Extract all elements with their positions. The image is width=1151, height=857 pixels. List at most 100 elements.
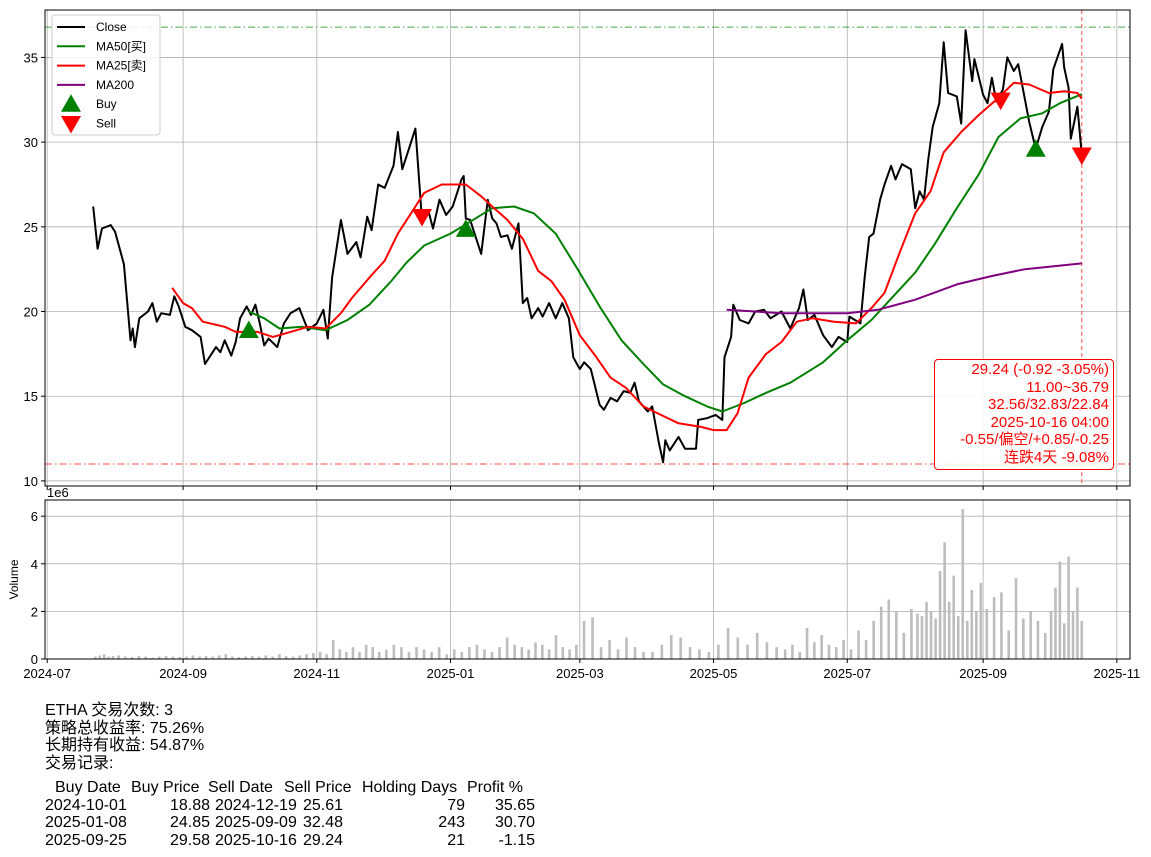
- volume-bar: [827, 644, 831, 659]
- price-axes-frame: [44, 9, 1131, 487]
- volume-axes-frame: [44, 499, 1131, 660]
- volume-bar: [582, 620, 586, 659]
- volume-bar: [642, 651, 645, 659]
- volume-bar: [755, 632, 759, 659]
- volume-bar: [813, 642, 816, 659]
- annotation-line: 11.00~36.79: [1026, 378, 1109, 396]
- volume-bar: [224, 654, 228, 659]
- x-tick-label: 2024-07: [23, 666, 71, 681]
- volume-bar: [975, 611, 978, 659]
- annotation-line: 2025-10-16 04:00: [990, 413, 1109, 431]
- buy-marker: [238, 320, 259, 338]
- volume-bar: [688, 647, 692, 659]
- volume-bar: [895, 611, 898, 659]
- cell-holding-days: 243: [438, 814, 465, 832]
- volume-bar: [392, 644, 396, 659]
- volume-bar: [947, 601, 951, 659]
- volume-bar: [925, 601, 928, 659]
- cell-sell-date: 2025-09-09: [215, 814, 297, 832]
- series-line-ma50: [248, 93, 1083, 413]
- volume-bar: [842, 639, 845, 659]
- volume-y-tick-label: 4: [31, 557, 38, 572]
- legend-label: MA200: [96, 78, 134, 92]
- volume-bar: [312, 653, 315, 659]
- volume-bar: [651, 651, 654, 659]
- volume-bar: [257, 656, 261, 659]
- volume-bar: [985, 609, 989, 659]
- volume-bar: [364, 644, 368, 659]
- volume-y-tick-label: 2: [31, 604, 38, 619]
- volume-bar: [345, 651, 348, 659]
- volume-bar: [422, 649, 426, 659]
- buy-marker: [455, 219, 476, 237]
- records-title: 交易记录:: [45, 755, 114, 773]
- x-tick-label: 2025-07: [823, 666, 871, 681]
- volume-bar: [534, 642, 537, 659]
- volume-bar: [775, 647, 778, 659]
- volume-bar: [887, 599, 891, 659]
- x-tick-label: 2025-01: [427, 666, 475, 681]
- volume-bar: [1043, 632, 1047, 659]
- legend-label: MA25[卖]: [96, 59, 146, 73]
- volume-bar: [250, 656, 254, 659]
- volume-bar: [178, 657, 181, 659]
- cell-buy-price: 18.88: [169, 796, 210, 814]
- cell-buy-date: 2025-01-08: [45, 814, 127, 832]
- header-sell-date: Sell Date: [208, 779, 273, 796]
- series-line-close: [92, 29, 1083, 464]
- volume-bar: [164, 656, 168, 659]
- volume-bar: [264, 655, 268, 659]
- price-y-tick-label: 25: [24, 220, 38, 235]
- price-y-tick-label: 20: [24, 305, 38, 320]
- header-buy-price: Buy Price: [131, 779, 200, 796]
- volume-bar: [608, 639, 611, 659]
- volume-bar: [1014, 578, 1018, 659]
- annotation-line: 连跌4天 -9.08%: [1003, 448, 1109, 466]
- volume-bar: [599, 647, 603, 659]
- volume-bar: [377, 651, 381, 659]
- volume-bar: [798, 651, 802, 659]
- legend-label: Close: [96, 20, 127, 34]
- buy-marker: [1025, 139, 1046, 157]
- volume-bar: [94, 656, 97, 659]
- volume-bar: [736, 637, 740, 659]
- volume-bar: [291, 656, 295, 659]
- header-sell-price: Sell Price: [284, 779, 352, 796]
- volume-bar: [554, 635, 558, 659]
- volume-bar: [117, 655, 120, 659]
- volume-bar: [717, 644, 720, 659]
- price-y-tick-label: 35: [24, 50, 38, 65]
- cell-buy-date: 2024-10-01: [45, 796, 127, 814]
- cell-sell-price: 25.61: [302, 796, 343, 814]
- volume-bar: [679, 637, 682, 659]
- volume-bar: [791, 644, 794, 659]
- volume-bar: [130, 657, 134, 659]
- legend-label: Buy: [96, 97, 117, 111]
- volume-bar: [98, 655, 102, 659]
- sell-marker: [412, 208, 433, 227]
- volume-bar: [513, 644, 516, 659]
- volume-bar: [185, 656, 188, 659]
- cell-profit: 30.70: [494, 814, 535, 832]
- volume-bar: [956, 616, 960, 659]
- price-y-tick-label: 15: [24, 389, 38, 404]
- header-holding-days: Holding Days: [362, 779, 458, 796]
- cell-buy-price: 24.85: [169, 814, 210, 832]
- volume-bar: [437, 647, 441, 659]
- volume-bar: [707, 651, 711, 659]
- x-tick-label: 2024-11: [293, 666, 340, 681]
- volume-bar: [191, 655, 195, 659]
- volume-bar: [965, 620, 969, 659]
- volume-bar: [1029, 611, 1032, 659]
- volume-bar: [284, 656, 288, 659]
- volume-bar: [460, 651, 464, 659]
- volume-bar: [107, 656, 110, 659]
- cell-sell-date: 2025-10-16: [215, 832, 297, 850]
- volume-bar: [625, 637, 628, 659]
- price-annotation-box: 29.24 (-0.92 -3.05%) 11.00~36.79 32.56/3…: [934, 359, 1114, 470]
- volume-bar: [961, 509, 965, 659]
- x-tick-label: 2025-11: [1093, 666, 1140, 681]
- volume-bar: [633, 647, 637, 659]
- strategy-return: 策略总收益率: 75.26%: [45, 719, 205, 737]
- volume-bar: [834, 647, 838, 659]
